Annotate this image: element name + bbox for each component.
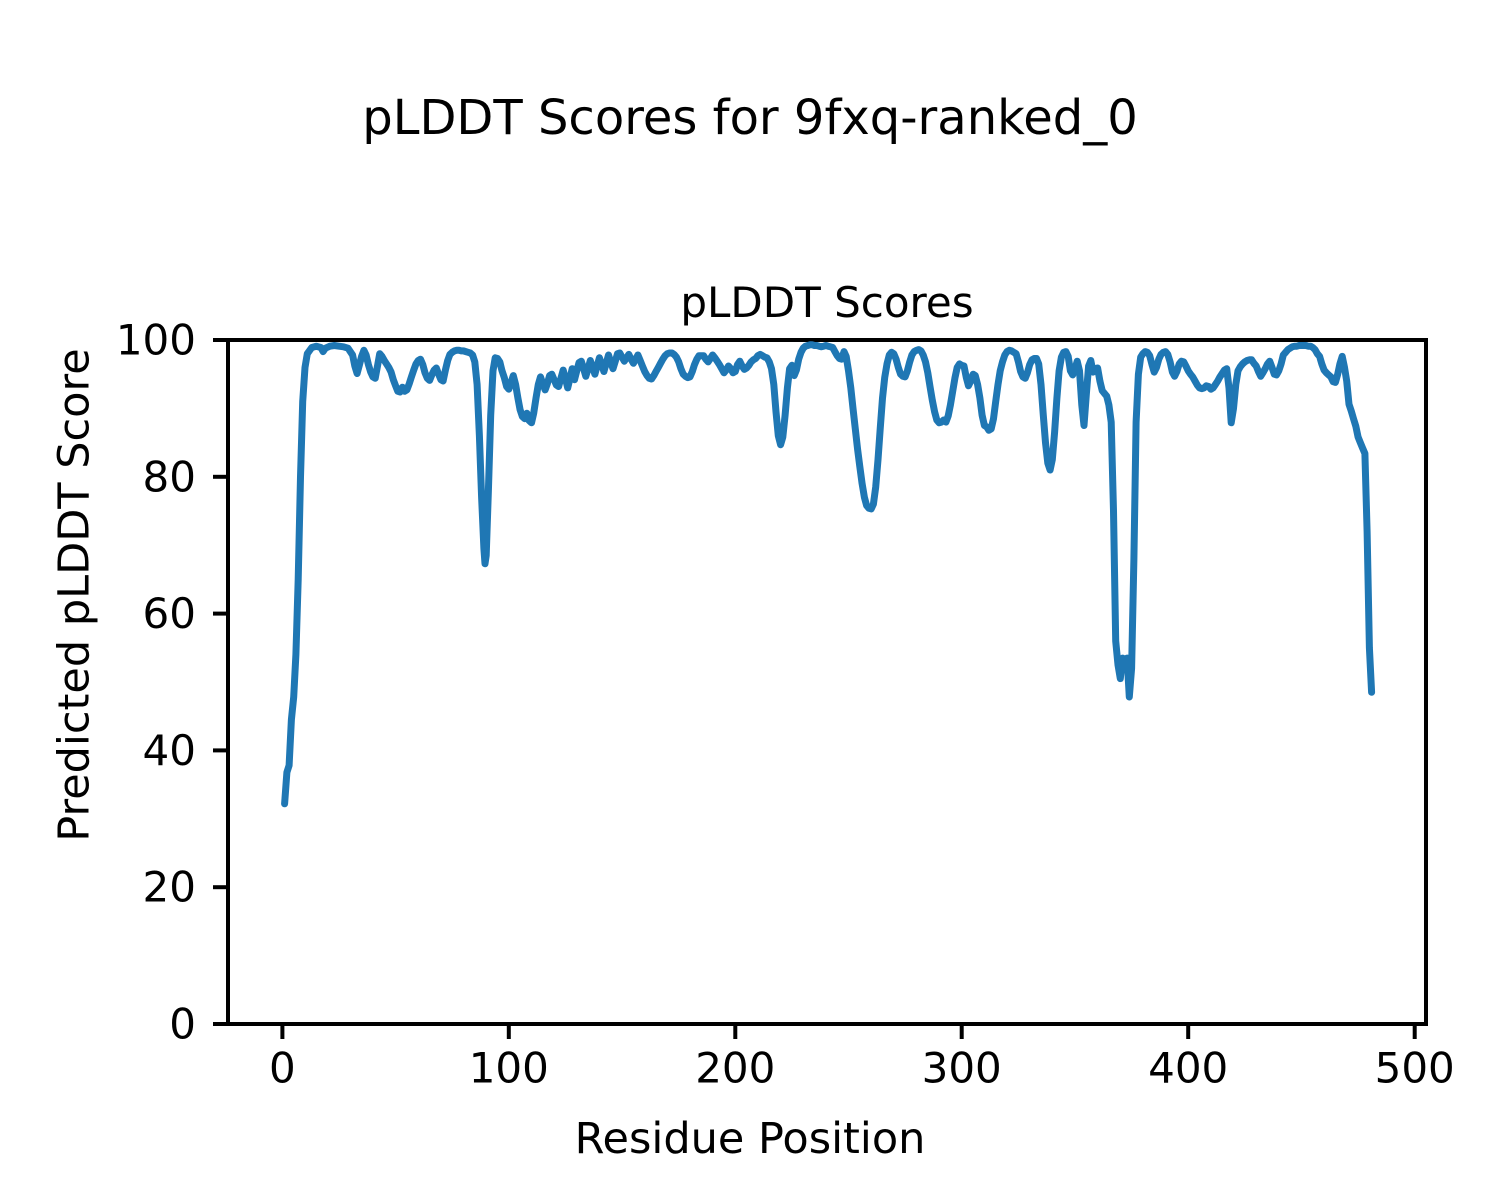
- y-tick-label: 100: [116, 316, 196, 365]
- axes-box: [226, 338, 1428, 1026]
- y-tick-label: 60: [143, 589, 196, 638]
- plddt-line: [281, 341, 1376, 808]
- x-tick-label: 500: [1375, 1044, 1455, 1093]
- x-tick-label: 0: [269, 1044, 296, 1093]
- y-tick-label: 80: [143, 452, 196, 501]
- figure-title: pLDDT Scores for 9fxq-ranked_0: [362, 90, 1138, 146]
- x-tick-label: 300: [922, 1044, 1002, 1093]
- x-tick-label: 400: [1148, 1044, 1228, 1093]
- x-tick-label: 200: [695, 1044, 775, 1093]
- y-tick-label: 20: [143, 863, 196, 912]
- axes-title: pLDDT Scores: [680, 278, 974, 327]
- x-axis-label: Residue Position: [574, 1114, 926, 1164]
- y-tick-label: 40: [143, 726, 196, 775]
- y-tick-label: 0: [169, 1000, 196, 1049]
- x-tick-label: 100: [469, 1044, 549, 1093]
